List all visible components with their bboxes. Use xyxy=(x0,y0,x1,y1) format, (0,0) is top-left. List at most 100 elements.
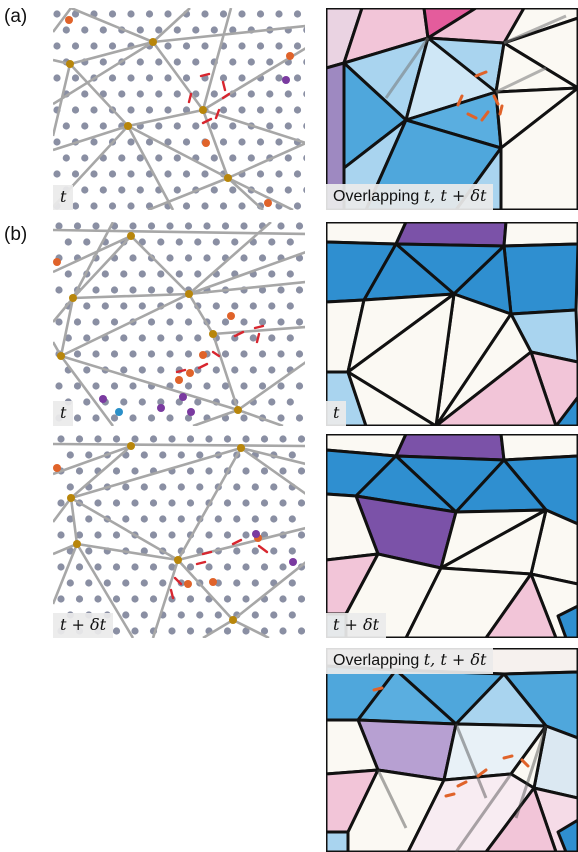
triangulation-a-overlap xyxy=(326,8,578,210)
caption-a-right-prefix: Overlapping xyxy=(333,188,424,205)
particle-dot xyxy=(101,270,109,278)
particle-dot xyxy=(251,579,259,587)
particle-dot xyxy=(92,414,100,422)
particle-dot xyxy=(168,563,176,571)
particle-dot xyxy=(157,238,165,246)
caption-b3-right: Overlapping t, t + δt xyxy=(326,648,494,674)
particle-dot xyxy=(140,547,148,555)
particle-dot xyxy=(260,499,269,507)
particle-dot xyxy=(194,238,202,246)
particle-dot xyxy=(73,350,82,358)
particle-dot xyxy=(293,74,302,82)
particle-dot xyxy=(136,90,144,98)
panel-a-overlap: Overlapping t, t + δt xyxy=(326,8,578,210)
particle-dot xyxy=(221,222,230,230)
particle-dot xyxy=(223,563,232,571)
particle-dot xyxy=(112,563,121,571)
particle-dot xyxy=(258,254,267,262)
panel-b3-overlap: Overlapping t, t + δt xyxy=(326,648,578,852)
particle-dot xyxy=(247,58,255,66)
particle-dot xyxy=(186,499,195,507)
particle-dot xyxy=(240,350,248,358)
particle-dot xyxy=(173,186,181,194)
particle-dot xyxy=(223,627,232,635)
particle-dot xyxy=(268,302,276,310)
particle-dot xyxy=(238,202,246,210)
particle-dot xyxy=(118,186,126,194)
particle-dot xyxy=(260,627,269,635)
particle-dot xyxy=(286,270,294,278)
particle-dot xyxy=(303,154,305,162)
particle-dot xyxy=(184,254,193,262)
particle-dot xyxy=(138,366,146,374)
particle-dot xyxy=(157,270,165,278)
particle-dot xyxy=(73,318,82,326)
particle-dot xyxy=(223,531,232,539)
particle-dot xyxy=(110,286,119,294)
particle-dot xyxy=(173,58,181,66)
particle-dot xyxy=(297,627,305,635)
caption-a-right: Overlapping t, t + δt xyxy=(326,184,494,210)
particle-dot xyxy=(238,74,246,82)
particle-dot xyxy=(71,202,80,210)
particle-dot xyxy=(279,467,287,475)
caption-b1-left: t xyxy=(53,401,74,426)
particle-dot xyxy=(251,547,259,555)
particle-dot xyxy=(55,382,63,390)
particle-dot xyxy=(92,318,100,326)
particle-dot xyxy=(196,483,204,491)
particle-dot xyxy=(138,398,146,406)
particle-dot xyxy=(120,366,128,374)
particle-dot xyxy=(295,222,304,230)
particle-dot xyxy=(275,106,283,114)
particle-dot xyxy=(175,334,183,342)
particle-dot xyxy=(268,270,276,278)
particle-dot xyxy=(75,467,84,475)
particle-dot xyxy=(201,10,209,18)
particle-dot xyxy=(120,270,128,278)
particle-dot xyxy=(136,186,144,194)
particle-dot xyxy=(73,382,82,390)
particle-dot xyxy=(173,122,181,130)
particle-dot xyxy=(233,579,241,587)
particle-dot xyxy=(71,170,80,178)
particle-dot xyxy=(277,414,285,422)
particle-dot xyxy=(120,398,128,406)
particle-dot xyxy=(275,74,283,82)
particle-dot xyxy=(221,350,230,358)
particle-dot xyxy=(229,154,237,162)
particle-dot xyxy=(279,627,287,635)
particle-dot xyxy=(242,499,250,507)
particle-dot xyxy=(81,90,89,98)
particle-dot xyxy=(266,58,274,66)
particle-dot xyxy=(57,563,65,571)
particle-dot xyxy=(175,302,183,310)
particle-dot xyxy=(279,435,287,443)
particle-dot xyxy=(260,467,269,475)
particle-dot xyxy=(297,595,305,603)
particle-dot xyxy=(145,10,154,18)
particle-dot xyxy=(219,202,228,210)
particle-dot xyxy=(275,42,283,50)
particle-dot xyxy=(94,531,102,539)
particle-dot xyxy=(166,318,174,326)
particle-dot xyxy=(129,382,137,390)
particle-dot xyxy=(184,318,193,326)
particle-dot xyxy=(173,90,181,98)
particle-dot xyxy=(136,154,144,162)
label-b: (b) xyxy=(4,224,28,245)
particle-dot xyxy=(212,366,220,374)
panel-b1-particles: t xyxy=(53,222,305,426)
particle-dot xyxy=(71,74,80,82)
particle-dot xyxy=(284,186,292,194)
particle-dot xyxy=(266,186,274,194)
panel-b2-particles: t + δt xyxy=(53,434,305,638)
particle-dot xyxy=(221,382,230,390)
particle-dot xyxy=(186,627,195,635)
particle-dot xyxy=(129,286,137,294)
particle-dot xyxy=(242,563,250,571)
particle-dot xyxy=(249,366,257,374)
particle-dot xyxy=(173,154,181,162)
caption-a-right-math: t, t + δt xyxy=(423,186,487,205)
particle-dot xyxy=(303,26,305,34)
